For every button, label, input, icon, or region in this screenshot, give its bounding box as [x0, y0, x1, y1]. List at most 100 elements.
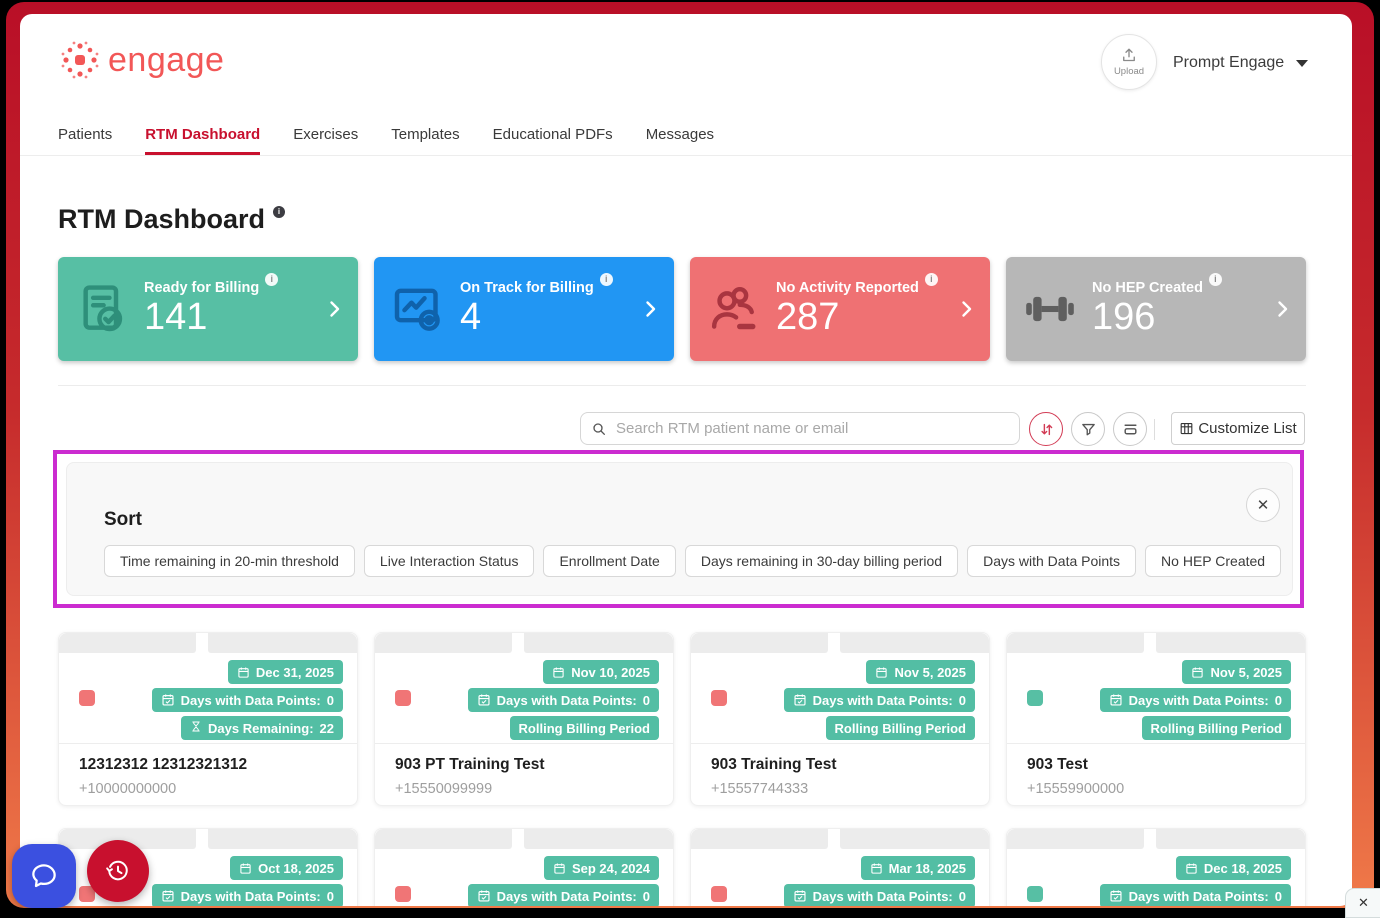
tab-messages[interactable]: Messages: [645, 126, 715, 143]
stat-card[interactable]: No HEP Created i 196: [1006, 257, 1306, 361]
data-points-badge: Days with Data Points: 0: [467, 688, 659, 712]
chevron-right-icon: [1278, 301, 1288, 317]
stat-card-value: 141: [144, 295, 208, 338]
billing-check-icon: [74, 281, 130, 337]
patient-card[interactable]: Sep 24, 2024 Days with Data Points:0 Rol…: [374, 828, 674, 906]
enrollment-date-badge: Oct 18, 2025: [230, 856, 343, 880]
sort-option-live-interaction-status[interactable]: Live Interaction Status: [363, 545, 535, 577]
calendar-check-icon: [478, 890, 490, 902]
search-input[interactable]: [614, 419, 1019, 438]
hourglass-icon: [190, 720, 202, 736]
enrollment-date-badge: Nov 5, 2025: [866, 660, 975, 684]
billing-period-badge: Rolling Billing Period: [825, 716, 975, 740]
activity-monitor-icon: [390, 281, 446, 337]
calendar-check-icon: [162, 890, 174, 902]
info-icon[interactable]: i: [599, 272, 613, 286]
section-divider: [58, 385, 1306, 386]
enrollment-date-badge: Nov 10, 2025: [543, 660, 659, 684]
card-top-strip: [1007, 829, 1305, 849]
status-indicator: [711, 690, 727, 706]
upload-icon: [1123, 48, 1135, 62]
stat-card-label: No Activity Reported: [776, 279, 919, 296]
page-title: RTM Dashboard i: [58, 204, 286, 235]
card-top-strip: [59, 829, 357, 849]
calendar-icon: [1192, 667, 1204, 678]
patient-name: 903 Test: [1027, 756, 1088, 773]
tab-patients[interactable]: Patients: [58, 126, 113, 143]
patient-card[interactable]: Nov 10, 2025 Days with Data Points: 0 Rol…: [374, 632, 674, 806]
status-indicator: [79, 690, 95, 706]
calendar-icon: [554, 863, 565, 874]
chevron-down-icon: [1296, 59, 1309, 67]
enrollment-date-badge: Mar 18, 2025: [860, 856, 975, 880]
chevron-right-icon: [962, 301, 972, 317]
density-button[interactable]: [1113, 412, 1147, 446]
upload-label: Upload: [1113, 66, 1145, 77]
calendar-icon: [871, 863, 882, 874]
status-indicator: [711, 886, 727, 902]
sort-option-days-remaining-in-30-day-billing-period[interactable]: Days remaining in 30-day billing period: [684, 545, 959, 577]
history-button[interactable]: [87, 840, 149, 902]
calendar-icon: [553, 667, 564, 678]
logo[interactable]: engage: [58, 38, 224, 82]
card-top-strip: [59, 633, 357, 653]
stat-cards: Ready for Billing i 141 On Track for Bill…: [58, 257, 1306, 361]
enrollment-date-badge: Nov 5, 2025: [1182, 660, 1291, 684]
patient-card[interactable]: Nov 5, 2025 Days with Data Points: 0 Roll…: [690, 632, 990, 806]
calendar-check-icon: [794, 694, 806, 706]
chat-button[interactable]: [12, 844, 76, 908]
stat-card-label: No HEP Created: [1092, 279, 1203, 296]
status-indicator: [79, 886, 95, 902]
table-grid-icon: [1180, 422, 1193, 435]
status-indicator: [1027, 886, 1043, 902]
calendar-icon: [876, 667, 888, 678]
data-points-badge: Days with Data Points: 0: [467, 884, 659, 906]
logo-burst-icon: [61, 41, 99, 79]
calendar-check-icon: [478, 694, 490, 706]
patient-card[interactable]: Nov 5, 2025 Days with Data Points: 0 Roll…: [1006, 632, 1306, 806]
sort-option-enrollment-date[interactable]: Enrollment Date: [543, 545, 676, 577]
sort-button[interactable]: [1029, 412, 1063, 446]
patient-name: 12312312 12312321312: [79, 756, 248, 773]
enrollment-date-badge: Dec 18, 2025: [1175, 856, 1291, 880]
billing-period-badge: Rolling Billing Period: [1141, 716, 1291, 740]
filter-button[interactable]: [1071, 412, 1105, 446]
chevron-right-icon: [330, 301, 340, 317]
data-points-badge: Days with Data Points: 0: [151, 688, 343, 712]
stat-card-value: 196: [1092, 295, 1156, 338]
info-icon[interactable]: i: [265, 272, 279, 286]
close-icon[interactable]: ✕: [1246, 488, 1280, 522]
tab-rtm-dashboard[interactable]: RTM Dashboard: [145, 118, 261, 155]
sort-option-days-with-data-points[interactable]: Days with Data Points: [967, 545, 1137, 577]
sort-option-no-hep-created[interactable]: No HEP Created: [1145, 545, 1282, 577]
info-icon[interactable]: i: [1208, 272, 1222, 286]
calendar-check-icon: [1110, 694, 1122, 706]
info-icon[interactable]: i: [924, 272, 938, 286]
stat-card[interactable]: On Track for Billing i 4: [374, 257, 674, 361]
patient-phone: +10000000000: [79, 781, 177, 797]
patient-name: 903 PT Training Test: [395, 756, 545, 773]
card-top-strip: [1007, 633, 1305, 653]
calendar-icon: [240, 863, 251, 874]
sort-option-time-remaining-in-20-min-threshold[interactable]: Time remaining in 20-min threshold: [104, 545, 355, 577]
data-points-badge: Days with Data Points: 0: [1099, 688, 1291, 712]
tab-templates[interactable]: Templates: [391, 126, 460, 143]
sort-arrows-icon: [1040, 423, 1052, 435]
card-top-strip: [691, 829, 989, 849]
enrollment-date-badge: Dec 31, 2025: [227, 660, 343, 684]
patient-card[interactable]: Mar 18, 2025 Days with Data Points:0 Rol…: [690, 828, 990, 906]
tab-educational-pdfs[interactable]: Educational PDFs: [492, 126, 613, 143]
customize-list-button[interactable]: Customize List: [1171, 412, 1305, 445]
tab-exercises[interactable]: Exercises: [293, 126, 359, 143]
patient-name: 903 Training Test: [711, 756, 837, 773]
info-icon[interactable]: i: [273, 206, 286, 218]
account-menu[interactable]: Prompt Engage: [1173, 54, 1309, 72]
popup-close-button[interactable]: ✕: [1345, 888, 1380, 918]
patient-card[interactable]: Dec 31, 2025 Days with Data Points: 0 Day…: [58, 632, 358, 806]
upload-button[interactable]: Upload: [1101, 34, 1157, 90]
app-page: engage Upload Prompt Engage Patients RTM …: [20, 14, 1352, 906]
stat-card[interactable]: No Activity Reported i 287: [690, 257, 990, 361]
stat-card[interactable]: Ready for Billing i 141: [58, 257, 358, 361]
patient-card[interactable]: Dec 18, 2025 Days with Data Points:0 Day…: [1006, 828, 1306, 906]
stat-card-value: 287: [776, 295, 840, 338]
